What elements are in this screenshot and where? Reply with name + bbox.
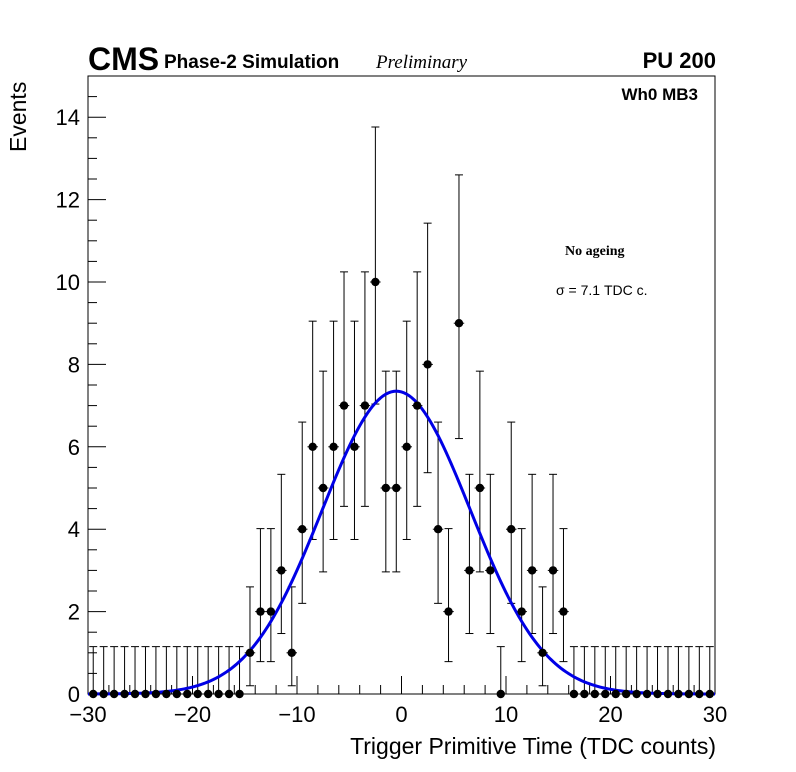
data-point bbox=[318, 483, 328, 493]
x-tick-label: −10 bbox=[278, 702, 315, 727]
data-point bbox=[99, 689, 108, 699]
data-point bbox=[277, 566, 286, 575]
data-point bbox=[496, 689, 505, 699]
x-tick-label: 10 bbox=[494, 702, 518, 727]
x-tick-label: 20 bbox=[598, 702, 622, 727]
station-label: Wh0 MB3 bbox=[622, 85, 699, 104]
data-point bbox=[266, 607, 276, 616]
data-point bbox=[517, 607, 526, 616]
data-point bbox=[130, 689, 140, 699]
x-axis-title: Trigger Primitive Time (TDC counts) bbox=[350, 733, 716, 759]
data-point bbox=[350, 442, 359, 451]
data-point bbox=[611, 689, 620, 699]
data-point bbox=[151, 689, 161, 699]
data-point bbox=[674, 689, 683, 699]
x-tick-label: −30 bbox=[69, 702, 106, 727]
data-point bbox=[141, 689, 150, 699]
data-point bbox=[663, 689, 673, 699]
data-point bbox=[590, 689, 600, 699]
data-points bbox=[89, 277, 714, 699]
x-tick-label: 30 bbox=[703, 702, 727, 727]
data-point bbox=[475, 483, 485, 493]
y-axis-title: Events bbox=[5, 82, 31, 152]
data-point bbox=[705, 689, 714, 699]
data-point bbox=[245, 648, 255, 657]
data-point bbox=[642, 689, 652, 699]
data-point bbox=[203, 689, 213, 699]
plot-frame bbox=[87, 75, 716, 695]
y-tick-label: 10 bbox=[56, 270, 80, 295]
y-tick-label: 2 bbox=[68, 600, 80, 625]
data-point bbox=[339, 401, 349, 410]
data-point bbox=[371, 277, 380, 287]
data-point bbox=[580, 689, 589, 699]
data-point bbox=[329, 442, 338, 451]
data-point bbox=[444, 607, 453, 616]
y-tick-label: 8 bbox=[68, 352, 80, 377]
data-point bbox=[465, 566, 474, 575]
data-point bbox=[235, 689, 244, 699]
data-point bbox=[360, 401, 370, 410]
data-point bbox=[527, 566, 537, 575]
data-point bbox=[454, 319, 464, 328]
data-point bbox=[486, 566, 495, 575]
data-point bbox=[214, 689, 223, 699]
data-point bbox=[695, 689, 704, 699]
x-tick-label: 0 bbox=[395, 702, 407, 727]
data-point bbox=[172, 689, 182, 699]
data-point bbox=[507, 525, 516, 534]
data-point bbox=[308, 442, 317, 451]
data-point bbox=[193, 689, 202, 699]
y-tick-label: 12 bbox=[56, 188, 80, 213]
data-point bbox=[162, 689, 171, 699]
data-point bbox=[183, 689, 192, 699]
sigma-label: σ = 7.1 TDC c. bbox=[556, 282, 648, 298]
status-label: Preliminary bbox=[375, 52, 468, 73]
data-point bbox=[632, 689, 641, 699]
data-point bbox=[412, 401, 422, 410]
data-point bbox=[256, 607, 265, 616]
data-point bbox=[433, 525, 443, 534]
experiment-label: CMS bbox=[88, 41, 159, 77]
condition-label: No ageing bbox=[565, 244, 625, 259]
subtitle-label: Phase-2 Simulation bbox=[164, 52, 339, 73]
data-point bbox=[569, 689, 579, 699]
data-point bbox=[548, 566, 558, 575]
y-tick-label: 14 bbox=[56, 105, 80, 130]
error-bars bbox=[88, 126, 715, 695]
data-point bbox=[224, 689, 234, 699]
data-point bbox=[423, 360, 432, 369]
x-tick-label: −20 bbox=[174, 702, 211, 727]
data-point bbox=[653, 689, 662, 699]
y-tick-label: 6 bbox=[68, 435, 80, 460]
data-point bbox=[621, 689, 631, 699]
data-point bbox=[381, 483, 391, 493]
pileup-label: PU 200 bbox=[643, 48, 716, 73]
data-point bbox=[120, 689, 129, 699]
fit-layer bbox=[87, 389, 715, 696]
data-point bbox=[402, 442, 411, 451]
axes: −30 −20 −10 0 10 20 30 0 2 4 6 8 10 12 14 bbox=[56, 75, 727, 727]
y-tick-label: 4 bbox=[68, 517, 80, 542]
data-point bbox=[287, 648, 296, 657]
y-tick-label: 0 bbox=[68, 682, 80, 707]
data-point bbox=[684, 689, 694, 699]
data-point bbox=[538, 648, 547, 657]
data-point bbox=[89, 689, 98, 699]
data-point bbox=[601, 689, 610, 699]
data-point bbox=[559, 607, 568, 616]
data-point bbox=[109, 689, 119, 699]
data-point bbox=[298, 525, 307, 534]
fit-curve bbox=[87, 389, 715, 696]
data-point bbox=[392, 483, 401, 493]
